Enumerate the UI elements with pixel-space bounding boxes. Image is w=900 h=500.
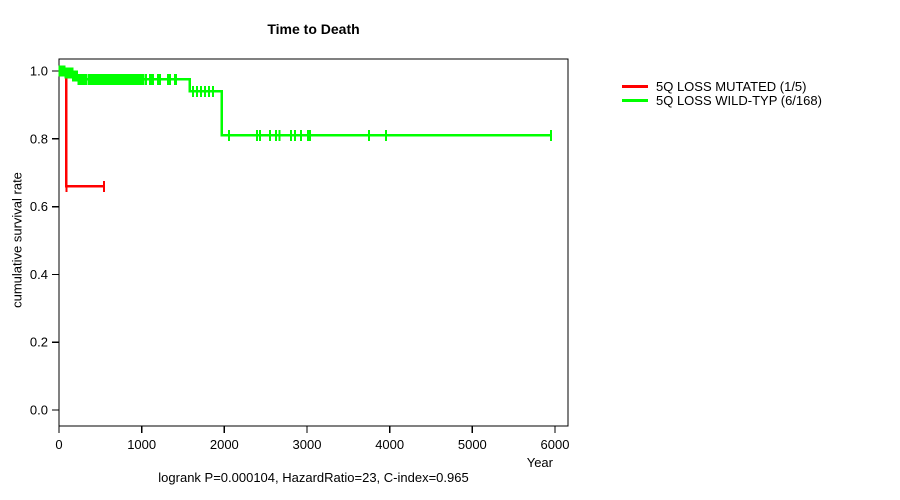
x-tick-label: 3000 (293, 437, 322, 452)
y-tick-label: 0.0 (30, 403, 48, 418)
x-tick-label: 1000 (127, 437, 156, 452)
y-axis-label: cumulative survival rate (9, 172, 25, 308)
x-tick-label: 5000 (458, 437, 487, 452)
legend-line-mutated (622, 84, 648, 88)
y-tick-label: 0.6 (30, 199, 48, 214)
x-tick-label: 6000 (541, 437, 570, 452)
legend-label-mutated: 5Q LOSS MUTATED (1/5) (656, 78, 807, 94)
legend-line-wildtype (622, 98, 648, 102)
x-tick-label: 4000 (375, 437, 404, 452)
chart-title: Time to Death (267, 21, 360, 37)
y-tick-label: 1.0 (30, 64, 48, 79)
y-tick-label: 0.8 (30, 131, 48, 146)
y-tick-label: 0.2 (30, 335, 48, 350)
legend: 5Q LOSS MUTATED (1/5) 5Q LOSS WILD-TYP (… (622, 78, 822, 108)
legend-item-mutated: 5Q LOSS MUTATED (1/5) (622, 78, 822, 94)
legend-item-wildtype: 5Q LOSS WILD-TYP (6/168) (622, 92, 822, 108)
x-axis-label: Year (526, 455, 553, 470)
x-tick-label: 0 (55, 437, 62, 452)
survival-curve-0 (59, 69, 105, 188)
plot-box (58, 58, 569, 427)
stats-caption: logrank P=0.000104, HazardRatio=23, C-in… (158, 470, 469, 485)
x-tick-label: 2000 (210, 437, 239, 452)
y-tick-label: 0.4 (30, 267, 48, 282)
legend-label-wildtype: 5Q LOSS WILD-TYP (6/168) (656, 92, 822, 108)
